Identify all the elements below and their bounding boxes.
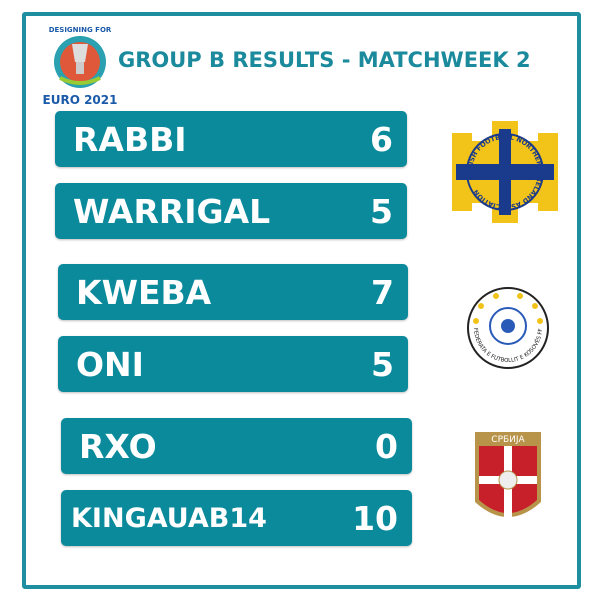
score: 0 [375,426,398,466]
score: 5 [370,191,393,231]
kosovo-badge: FEDERATA E FUTBOLLIT E KOSOVËS FFK [466,286,549,369]
euro-2021-logo: DESIGNING FOR EURO 2021 [43,26,118,107]
result-row: ONI 5 [58,336,408,392]
result-row: RABBI 6 [55,111,407,167]
svg-text:EURO 2021: EURO 2021 [43,93,118,107]
result-row: RXO 0 [61,418,412,474]
score: 7 [371,272,394,312]
player-name: KINGAUAB14 [71,502,267,534]
serbia-badge: СРБИЈА [475,432,541,518]
player-name: RABBI [73,119,187,159]
svg-text:СРБИЈА: СРБИЈА [491,435,525,445]
northern-ireland-badge: IRISH FOOTBALL NORTHERN IRELAND ASSOCIAT… [452,121,558,223]
svg-text:DESIGNING FOR: DESIGNING FOR [49,26,112,34]
result-row: KWEBA 7 [58,264,408,320]
score: 6 [370,119,393,159]
player-name: ONI [76,344,144,384]
player-name: RXO [79,426,157,466]
result-row: WARRIGAL 5 [55,183,407,239]
player-name: KWEBA [76,272,212,312]
score: 5 [371,344,394,384]
result-row: KINGAUAB14 10 [61,490,412,546]
frame-border [22,12,581,589]
player-name: WARRIGAL [73,191,271,231]
score: 10 [352,498,398,538]
page-title: GROUP B RESULTS - MATCHWEEK 2 [118,48,531,72]
